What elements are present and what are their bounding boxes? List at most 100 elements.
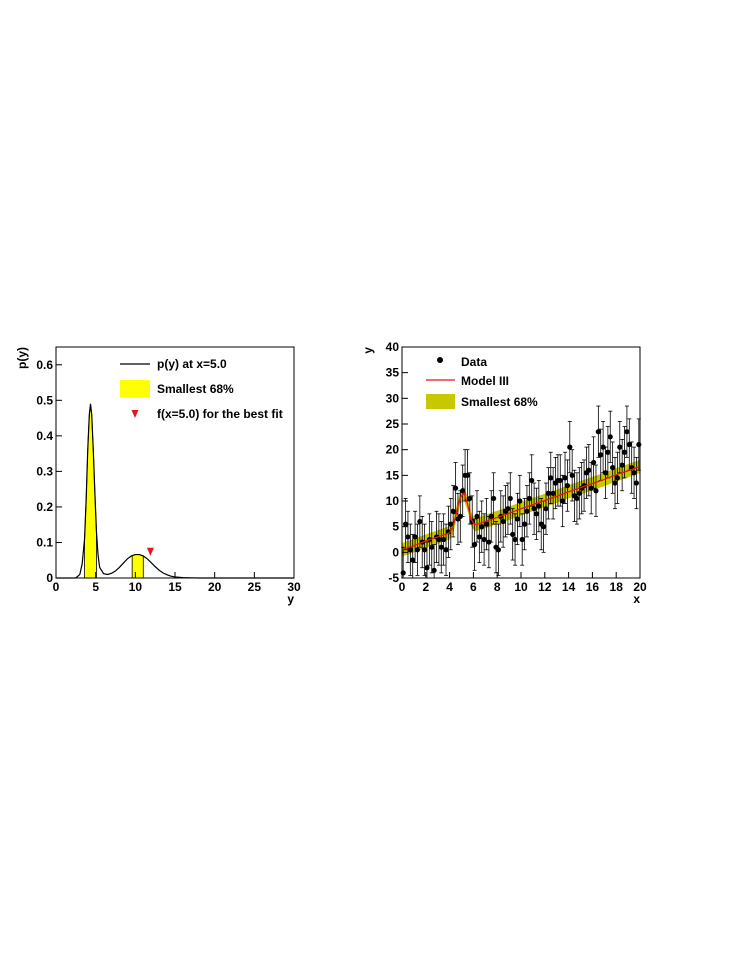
data-point	[424, 565, 430, 571]
y-tick-label: 0	[392, 545, 399, 559]
y-tick-label: 0.4	[36, 429, 53, 443]
smallest-68-bands	[84, 403, 144, 579]
data-point	[545, 490, 551, 496]
x-tick-label: 8	[494, 580, 501, 594]
data-point	[602, 470, 609, 476]
x-tick-label: 30	[287, 580, 301, 594]
data-point	[510, 531, 516, 537]
data-point	[557, 477, 563, 484]
data-point	[495, 547, 501, 553]
x-tick-label: 10	[129, 580, 143, 594]
data-point	[512, 536, 518, 543]
x-tick-label: 10	[514, 580, 528, 594]
y-tick-label: 0.5	[36, 393, 53, 407]
data-point	[567, 444, 573, 450]
data-point	[569, 472, 575, 478]
data-point	[507, 495, 513, 502]
data-point	[517, 498, 523, 504]
legend-label-data: Data	[461, 355, 487, 369]
y-tick-label: 30	[386, 391, 400, 405]
x-tick-label: 2	[422, 580, 429, 594]
x-tick-label: 14	[562, 580, 576, 594]
data-point	[505, 506, 511, 512]
data-point	[438, 544, 444, 550]
data-point	[531, 506, 537, 512]
data-point	[533, 511, 540, 517]
x-tick-label: 6	[470, 580, 477, 594]
left-y-ticks: 0 0.1 0.2 0.3 0.4 0.5 0.6	[36, 358, 62, 585]
data-point	[476, 534, 482, 540]
legend-label-best-fit: f(x=5.0) for the best fit	[157, 407, 283, 421]
data-point	[529, 477, 535, 484]
y-tick-label: 15	[386, 468, 400, 482]
data-point	[436, 536, 442, 543]
x-tick-label: 5	[92, 580, 99, 594]
data-point	[460, 488, 466, 494]
data-point	[593, 488, 599, 494]
legend-label-smallest-68: Smallest 68%	[157, 382, 234, 396]
data-point	[624, 429, 630, 435]
data-point	[543, 506, 549, 512]
y-tick-label: 25	[386, 417, 400, 431]
x-tick-label: 0	[399, 580, 406, 594]
y-tick-label: 0.1	[36, 535, 53, 549]
data-point	[486, 539, 492, 545]
y-tick-label: 20	[386, 443, 400, 457]
right-y-ticks: -5 0 5 10 15 20 25 30 35 40	[386, 340, 408, 585]
data-point	[412, 534, 418, 540]
data-point	[400, 570, 406, 576]
data-point	[636, 441, 642, 448]
data-point	[564, 483, 571, 489]
data-point	[414, 547, 421, 553]
legend-label-smallest-68: Smallest 68%	[461, 395, 538, 409]
x-tick-label: 15	[168, 580, 182, 594]
data-point	[560, 498, 566, 504]
data-point	[536, 503, 542, 509]
y-tick-label: 0	[46, 571, 53, 585]
legend-box-symbol	[426, 394, 455, 409]
left-x-axis-label: y	[287, 592, 294, 606]
data-point	[574, 495, 580, 502]
y-tick-label: 5	[392, 520, 399, 534]
data-point	[452, 485, 459, 491]
data-point	[617, 444, 623, 450]
y-tick-label: -5	[388, 571, 399, 585]
legend-label-py: p(y) at x=5.0	[157, 357, 227, 371]
model-iii-curve	[401, 465, 641, 551]
y-tick-label: 10	[386, 494, 400, 508]
data-point	[633, 480, 640, 486]
data-point	[619, 462, 625, 468]
data-point	[441, 536, 447, 543]
data-point	[541, 524, 547, 530]
data-point	[612, 480, 618, 486]
left-y-axis-label: p(y)	[15, 347, 29, 369]
x-tick-label: 20	[633, 580, 647, 594]
data-point	[483, 521, 490, 527]
data-point	[450, 508, 456, 514]
data-point	[417, 518, 423, 525]
y-tick-label: 40	[386, 340, 400, 354]
data-point	[631, 470, 637, 476]
data-point	[621, 449, 628, 455]
band-region	[131, 554, 144, 579]
data-point	[407, 547, 413, 553]
x-tick-label: 4	[446, 580, 453, 594]
data-point	[586, 467, 592, 473]
data-point	[598, 452, 604, 458]
legend-label-model-iii: Model III	[461, 374, 509, 388]
data-point	[610, 465, 616, 471]
data-point	[431, 567, 437, 573]
data-point	[605, 449, 611, 455]
x-tick-label: 25	[248, 580, 262, 594]
data-point	[595, 429, 601, 435]
legend-box-symbol	[120, 380, 150, 397]
data-point	[526, 495, 532, 502]
data-point	[626, 441, 632, 448]
x-tick-label: 20	[208, 580, 222, 594]
data-point	[607, 434, 613, 440]
data-point	[448, 521, 454, 527]
data-point	[519, 536, 525, 543]
data-point	[471, 542, 478, 548]
